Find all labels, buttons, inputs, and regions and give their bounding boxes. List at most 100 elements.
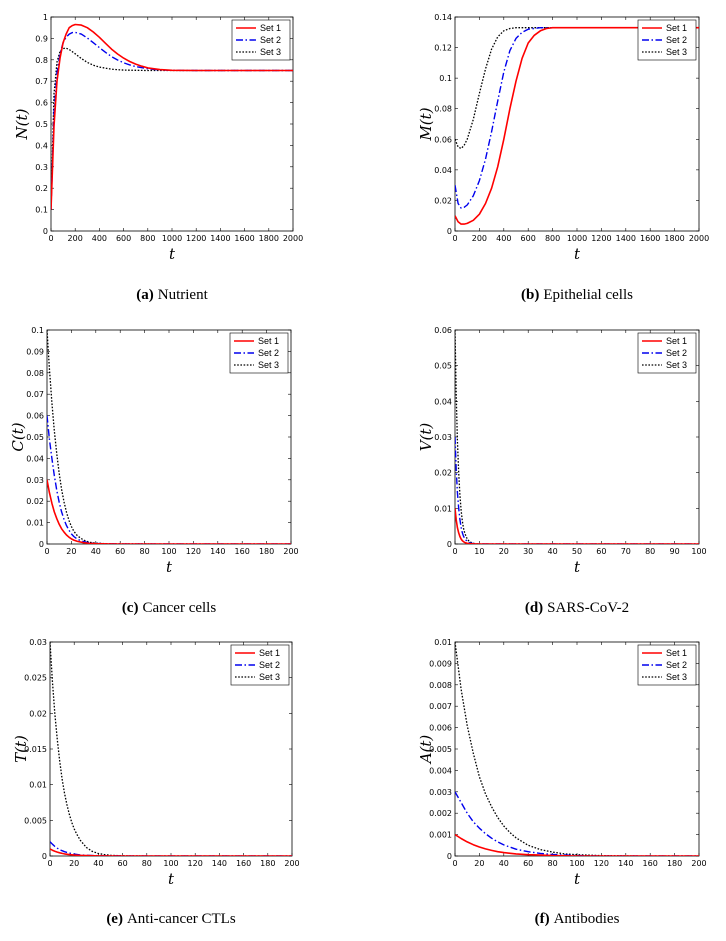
- x-tick-label: 0: [452, 234, 457, 243]
- y-tick-label: 0.05: [26, 433, 44, 442]
- y-tick-label: 0.12: [434, 44, 452, 53]
- panel-caption-text: Epithelial cells: [543, 287, 633, 303]
- x-tick-label: 60: [118, 859, 128, 868]
- x-tick-label: 180: [667, 859, 682, 868]
- x-tick-label: 600: [521, 234, 536, 243]
- y-tick-label: 0.009: [429, 659, 452, 668]
- legend-label-set-2: Set 2: [666, 35, 687, 45]
- x-tick-label: 30: [523, 547, 533, 556]
- y-tick-label: 0.1: [31, 326, 44, 335]
- x-tick-label: 100: [163, 859, 178, 868]
- x-tick-label: 1400: [210, 234, 230, 243]
- series-line-set-3: [455, 642, 699, 856]
- panel-caption-text: Cancer cells: [142, 600, 216, 616]
- x-tick-label: 400: [496, 234, 511, 243]
- legend-label-set-3: Set 3: [666, 47, 687, 57]
- legend-label-set-2: Set 2: [259, 660, 280, 670]
- chart-panel-5: 0 20 40 60 80 100 120 140 160 180 200 0 0.005 0.01 0.0…: [12, 638, 300, 927]
- y-tick-label: 0.6: [35, 99, 48, 108]
- x-tick-label: 40: [91, 547, 101, 556]
- x-tick-label: 80: [140, 547, 150, 556]
- legend-label-set-2: Set 2: [666, 660, 687, 670]
- series-line-set-1: [51, 23, 293, 210]
- x-tick-label: 0: [452, 547, 457, 556]
- legend-label-set-1: Set 1: [666, 23, 687, 33]
- panel-caption-text: Anti-cancer CTLs: [127, 911, 236, 927]
- x-axis-label: t: [169, 245, 176, 263]
- x-tick-label: 10: [474, 547, 484, 556]
- x-tick-label: 800: [545, 234, 560, 243]
- y-tick-label: 0.03: [434, 433, 452, 442]
- y-tick-label: 0.7: [35, 77, 48, 86]
- y-tick-label: 0.01: [434, 504, 452, 513]
- x-tick-label: 1000: [567, 234, 587, 243]
- legend: Set 1 Set 2 Set 3: [637, 332, 697, 374]
- y-tick-label: 0.025: [24, 674, 47, 683]
- series-line-set-3: [455, 27, 699, 150]
- y-tick-label: 0.2: [35, 184, 48, 193]
- legend-label-set-3: Set 3: [260, 47, 281, 57]
- y-tick-label: 0.01: [434, 638, 452, 647]
- x-axis-label: t: [166, 558, 173, 576]
- panel-caption: (a) Nutrient: [136, 287, 208, 303]
- x-tick-label: 20: [66, 547, 76, 556]
- x-tick-label: 200: [283, 547, 298, 556]
- x-tick-label: 2000: [689, 234, 709, 243]
- x-tick-label: 160: [643, 859, 658, 868]
- panel-caption-label: (a): [136, 287, 154, 303]
- panel-caption: (d) SARS-CoV-2: [525, 600, 629, 616]
- x-tick-label: 1400: [616, 234, 636, 243]
- y-tick-label: 0.01: [29, 781, 47, 790]
- y-axis-label: C(t): [9, 422, 27, 451]
- y-tick-label: 0.003: [429, 788, 452, 797]
- y-axis-label: N(t): [13, 108, 31, 140]
- x-tick-label: 100: [691, 547, 706, 556]
- x-tick-label: 160: [236, 859, 251, 868]
- y-tick-label: 0: [42, 852, 47, 861]
- y-axis-label: T(t): [12, 735, 30, 763]
- x-tick-label: 200: [472, 234, 487, 243]
- series-line-set-1: [47, 479, 291, 544]
- y-tick-label: 0.002: [429, 809, 452, 818]
- legend-label-set-1: Set 1: [258, 336, 279, 346]
- x-tick-label: 80: [645, 547, 655, 556]
- series-line-set-1: [455, 833, 699, 856]
- x-tick-label: 1800: [664, 234, 684, 243]
- legend: Set 1 Set 2 Set 3: [637, 644, 697, 686]
- y-tick-label: 0.06: [26, 412, 44, 421]
- y-tick-label: 0.006: [429, 724, 452, 733]
- x-tick-label: 180: [259, 547, 274, 556]
- y-tick-label: 0.02: [434, 196, 452, 205]
- legend: Set 1 Set 2 Set 3: [637, 19, 697, 61]
- x-tick-label: 90: [670, 547, 680, 556]
- panel-caption-label: (f): [535, 911, 550, 927]
- y-tick-label: 0.001: [429, 831, 452, 840]
- x-tick-label: 1600: [234, 234, 254, 243]
- x-tick-label: 120: [188, 859, 203, 868]
- series-line-set-2: [455, 791, 699, 856]
- x-tick-label: 40: [93, 859, 103, 868]
- x-tick-label: 20: [474, 859, 484, 868]
- y-tick-label: 0.005: [429, 745, 452, 754]
- y-tick-label: 0: [447, 852, 452, 861]
- chart-panel-6: 0 20 40 60 80 100 120 140 160 180 200 0 0.001 0.002 0.…: [417, 638, 707, 927]
- y-tick-label: 0.004: [429, 766, 452, 775]
- x-tick-label: 1600: [640, 234, 660, 243]
- legend: Set 1 Set 2 Set 3: [231, 19, 291, 61]
- y-tick-label: 0.04: [434, 397, 452, 406]
- x-axis-label: t: [574, 870, 581, 888]
- y-tick-label: 0.01: [26, 519, 44, 528]
- chart-panel-3: 0 20 40 60 80 100 120 140 160 180 200 0 0.01 0.02 0.03…: [9, 326, 299, 616]
- x-tick-label: 40: [548, 547, 558, 556]
- y-tick-label: 0.05: [434, 362, 452, 371]
- x-tick-label: 140: [618, 859, 633, 868]
- y-tick-label: 0.9: [35, 34, 48, 43]
- panel-caption: (f) Antibodies: [535, 911, 620, 927]
- series-line-set-1: [50, 848, 292, 856]
- y-tick-label: 0.8: [35, 56, 48, 65]
- y-tick-label: 0.06: [434, 326, 452, 335]
- legend-label-set-3: Set 3: [666, 360, 687, 370]
- y-tick-label: 0.007: [429, 702, 452, 711]
